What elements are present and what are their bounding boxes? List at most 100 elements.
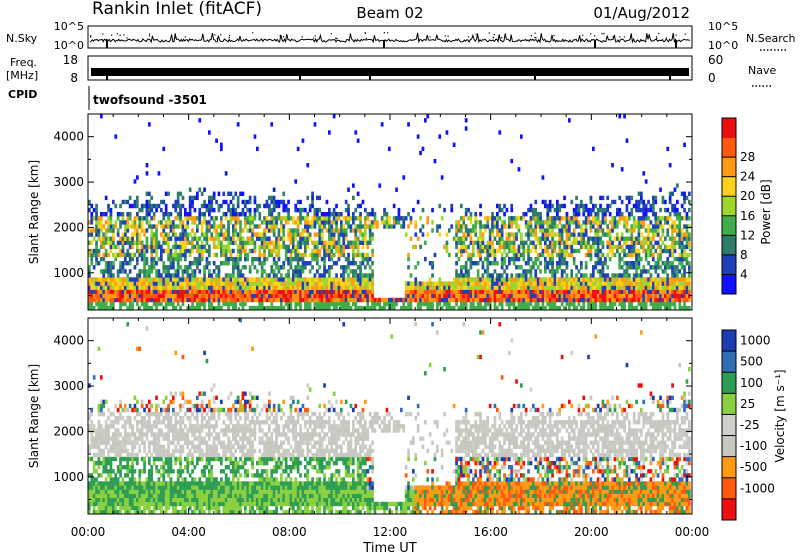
power-cell	[304, 277, 307, 282]
power-cell	[224, 285, 228, 290]
power-cell	[138, 224, 142, 229]
power-cell	[282, 277, 286, 282]
power-cell	[582, 220, 586, 225]
power-cell	[409, 289, 413, 294]
power-cell	[654, 195, 658, 201]
power-cell	[184, 212, 187, 217]
power-cell	[397, 212, 401, 217]
power-cell	[524, 240, 528, 245]
power-cell	[522, 293, 526, 299]
power-cell	[450, 203, 454, 209]
power-cell	[188, 203, 192, 209]
power-cell	[553, 232, 557, 237]
power-cell	[160, 220, 163, 225]
power-cell	[652, 207, 655, 213]
power-cell	[551, 269, 554, 274]
power-cell	[280, 244, 283, 250]
power-cell	[383, 297, 386, 303]
power-cell	[234, 297, 238, 303]
velocity-cell	[100, 497, 103, 503]
power-cell	[596, 297, 600, 303]
power-cell	[155, 281, 158, 286]
power-cell	[124, 261, 127, 266]
power-cell	[340, 220, 343, 225]
power-cell	[544, 220, 547, 225]
power-cell	[352, 301, 355, 307]
power-cell	[181, 195, 185, 201]
power-cell	[208, 269, 211, 274]
power-cell	[596, 216, 600, 221]
power-cell	[668, 163, 672, 168]
power-cell	[239, 224, 242, 229]
power-cell	[335, 261, 338, 266]
power-cell	[536, 224, 540, 229]
power-cell	[601, 297, 605, 303]
power-cell	[404, 285, 408, 290]
power-cell	[191, 216, 194, 221]
power-cell	[162, 236, 166, 241]
power-cell	[299, 212, 302, 217]
power-cell	[601, 240, 605, 245]
power-cell	[649, 281, 653, 286]
power-cell	[361, 273, 365, 278]
power-cell	[229, 273, 233, 278]
power-cell	[227, 289, 230, 294]
power-cell	[676, 281, 679, 286]
power-cell	[464, 126, 468, 131]
power-cell	[282, 244, 286, 250]
power-cell	[174, 240, 178, 245]
power-cell	[462, 289, 466, 294]
power-cell	[263, 244, 266, 250]
power-cell	[596, 207, 600, 213]
power-cell	[560, 301, 564, 307]
power-cell	[289, 277, 293, 282]
power-cell	[680, 265, 684, 270]
power-cell	[496, 305, 499, 311]
power-cell	[443, 244, 446, 250]
power-cell	[496, 228, 499, 233]
power-cell	[524, 248, 528, 254]
power-cell	[95, 252, 98, 258]
power-cell	[570, 277, 574, 282]
power-cell	[594, 228, 598, 233]
power-cell	[433, 281, 437, 286]
power-cell	[313, 289, 317, 294]
power-cell	[409, 297, 413, 303]
power-cell	[332, 216, 336, 221]
power-cell	[162, 265, 166, 270]
power-cell	[150, 265, 154, 270]
power-cell	[275, 248, 278, 254]
power-cell	[167, 273, 170, 278]
power-cell	[126, 199, 130, 205]
power-cell	[548, 289, 552, 294]
power-cell	[515, 256, 518, 262]
power-cell	[498, 301, 502, 307]
power-cell	[680, 281, 684, 286]
power-cell	[100, 228, 103, 233]
power-cell	[544, 228, 547, 233]
power-cell	[414, 244, 418, 250]
power-cell	[652, 265, 655, 270]
power-cell	[606, 273, 610, 278]
power-cell	[145, 171, 149, 176]
power-cell	[332, 277, 336, 282]
power-cell	[436, 285, 439, 290]
power-cell	[179, 277, 182, 282]
velocity-cell	[114, 444, 118, 449]
power-cell	[529, 220, 533, 225]
velocity-cell	[112, 436, 115, 441]
power-cell	[220, 293, 223, 299]
power-cell	[558, 203, 562, 209]
power-cell	[193, 289, 197, 294]
power-cell	[637, 261, 641, 266]
power-cell	[335, 285, 338, 290]
power-colorbar-tick-label: 28	[740, 150, 755, 164]
power-cell	[121, 277, 125, 282]
power-cell	[383, 301, 386, 307]
power-cell	[356, 228, 360, 233]
power-cell	[332, 236, 336, 241]
power-cell	[604, 216, 607, 221]
power-cell	[577, 269, 581, 274]
power-cell	[608, 289, 612, 294]
power-cell	[568, 285, 571, 290]
